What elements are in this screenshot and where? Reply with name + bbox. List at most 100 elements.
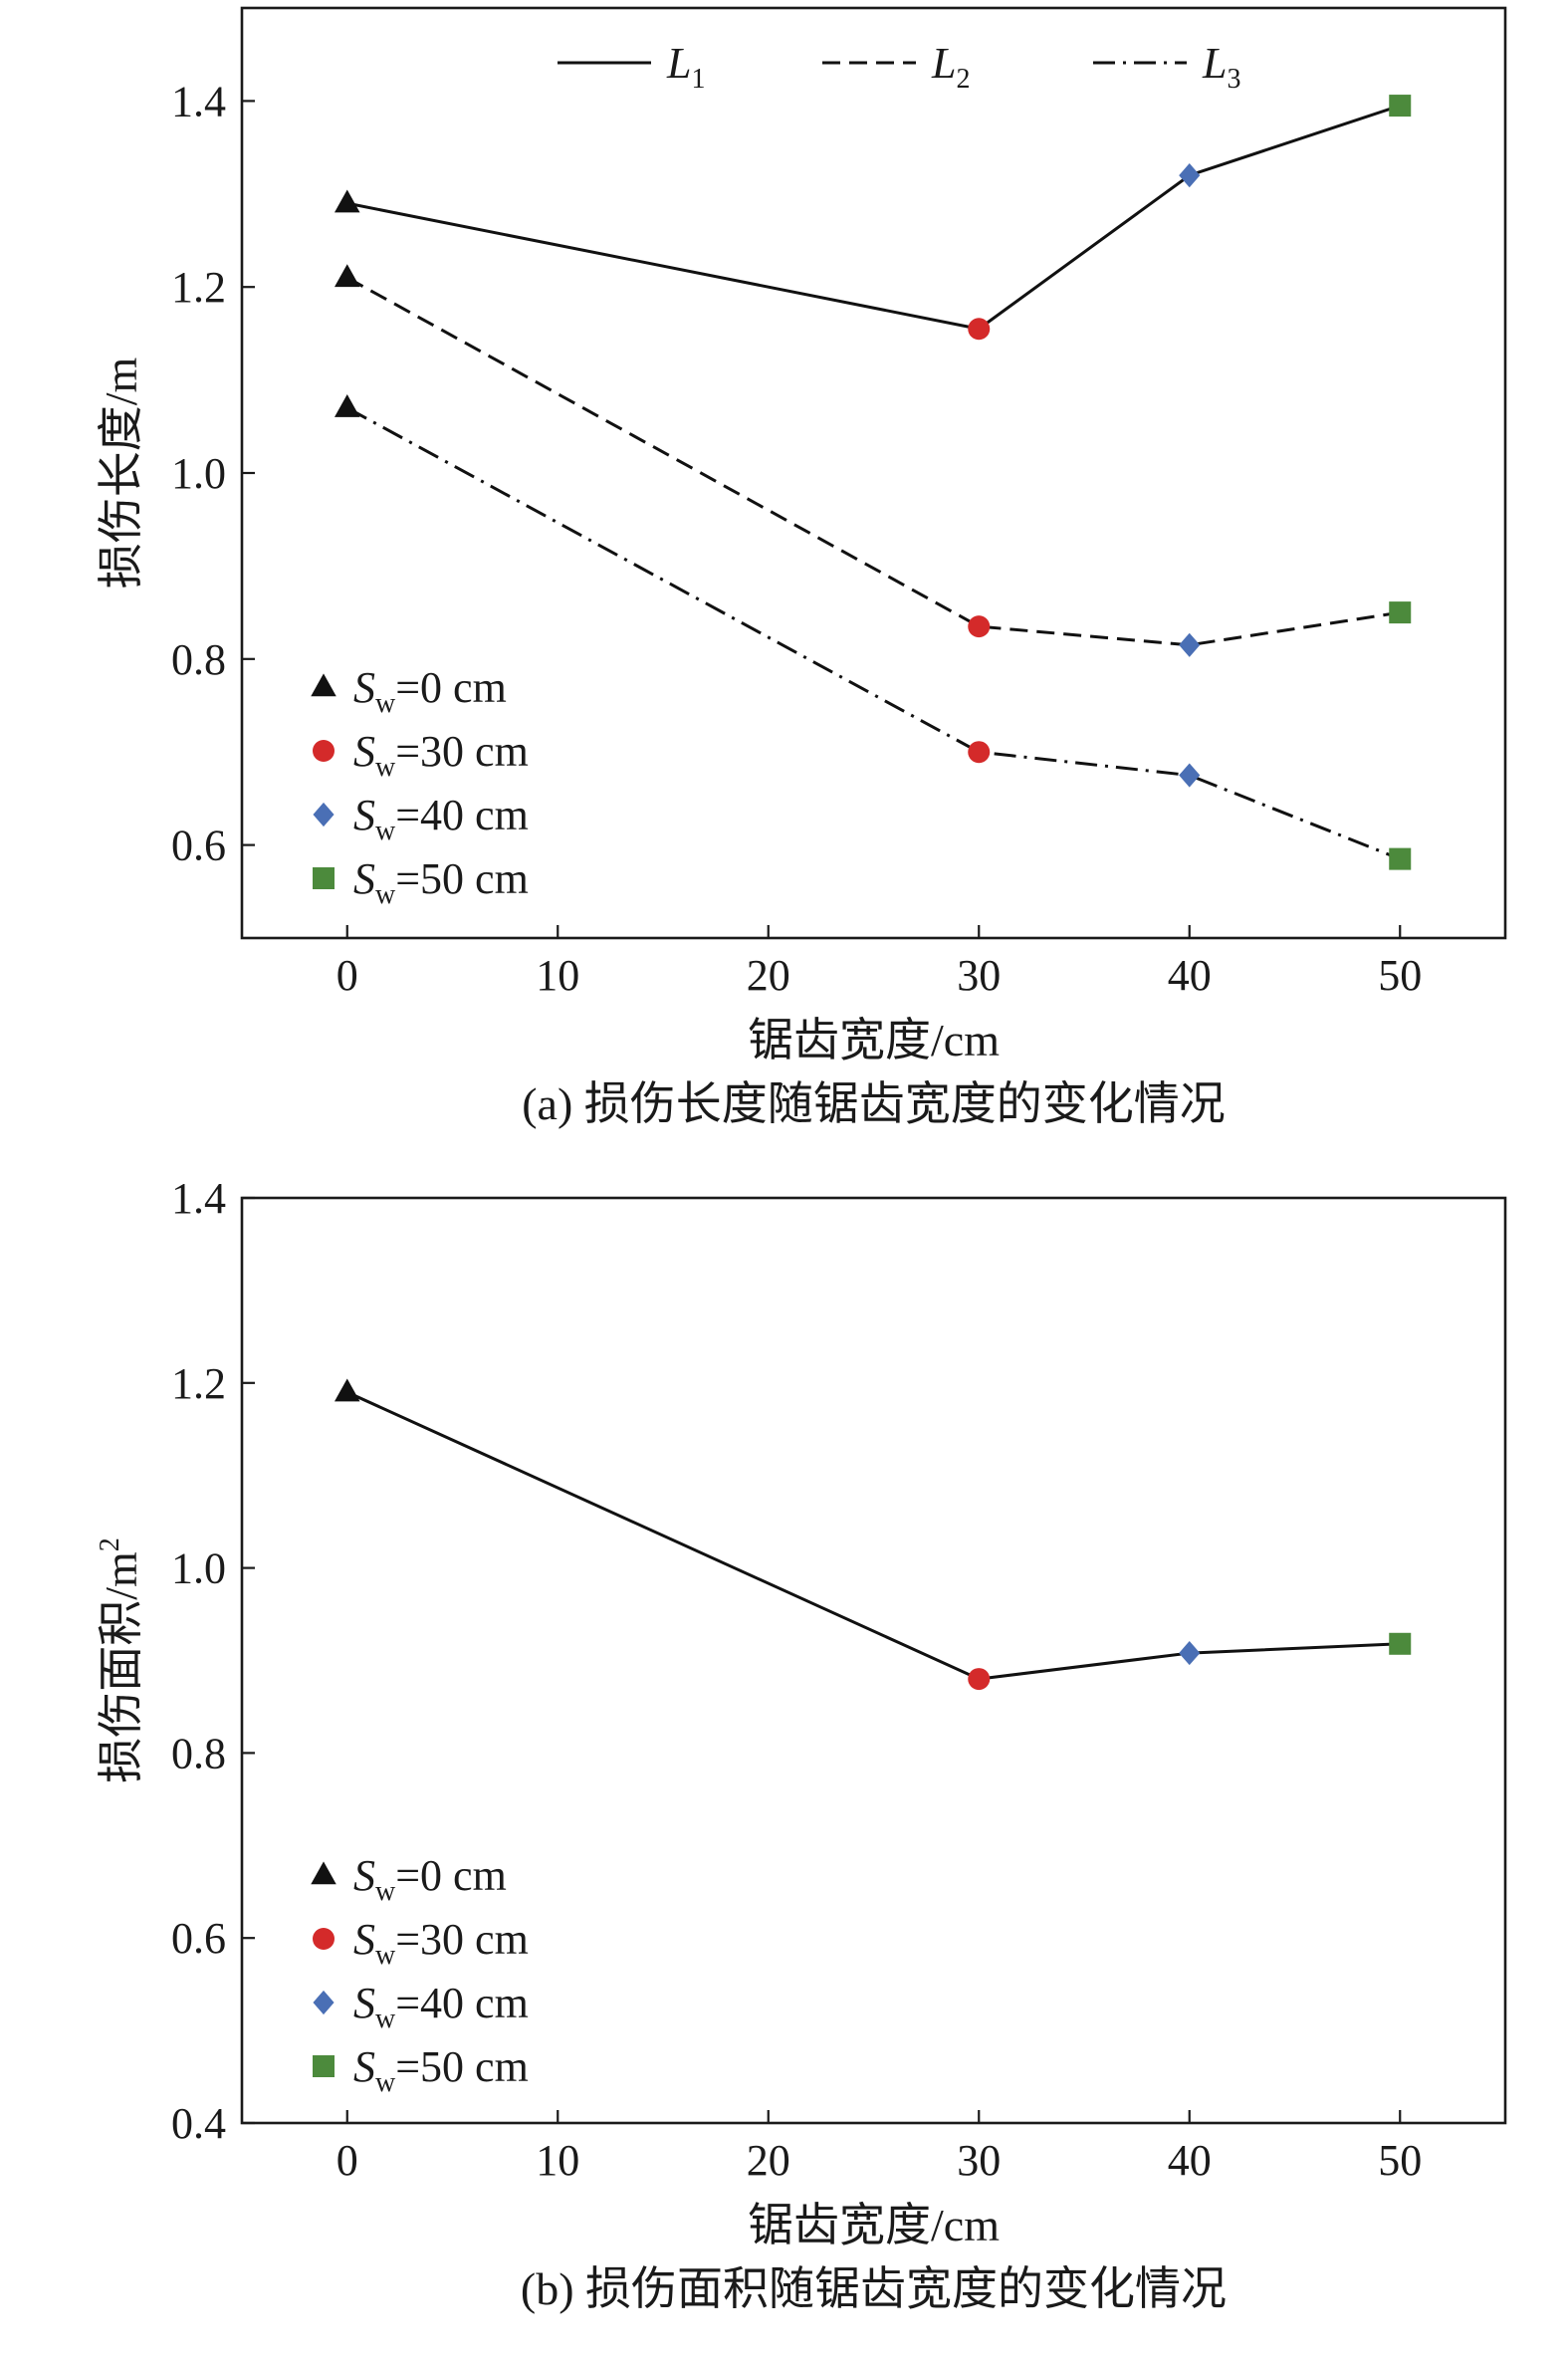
legend-var: S bbox=[353, 2042, 375, 2091]
legend-rest: =30 cm bbox=[395, 727, 529, 776]
x-tick-label: 40 bbox=[1168, 2136, 1212, 2185]
y-axis-label-superscript: 2 bbox=[95, 1537, 125, 1551]
legend-rest: =0 cm bbox=[395, 1851, 507, 1900]
legend-sub: w bbox=[375, 2067, 396, 2098]
legend-line-label-1: L1 bbox=[666, 39, 705, 95]
legend-line-name: L bbox=[666, 39, 691, 88]
legend-sub: w bbox=[375, 688, 396, 719]
legend-sub: w bbox=[375, 2004, 396, 2034]
legend-marker-label: Sw=30 cm bbox=[353, 727, 529, 783]
legend-sub: w bbox=[375, 816, 396, 846]
legend-line-subscript: 2 bbox=[956, 64, 970, 95]
data-point-square bbox=[1389, 601, 1412, 624]
legend-var: S bbox=[353, 727, 375, 776]
legend-sub: w bbox=[375, 879, 396, 910]
series-line-3 bbox=[346, 406, 1401, 861]
legend-marker-label: Sw=30 cm bbox=[353, 1915, 529, 1971]
legend-marker-label: Sw=40 cm bbox=[353, 791, 529, 846]
y-axis-label-text: 损伤长度/m bbox=[96, 357, 146, 590]
panel-b-line-chart: 0 10 20 30 40 50 0.4 0.6 0.8 1.0 1.2 1.4 锯齿宽度/cm 损伤面积… bbox=[95, 1174, 1507, 2314]
x-tick-label: 40 bbox=[1168, 951, 1212, 1000]
x-tick-label: 30 bbox=[957, 2136, 1001, 2185]
legend-line-subscript: 1 bbox=[691, 64, 705, 95]
data-point-triangle bbox=[334, 189, 360, 213]
series-line-2 bbox=[346, 276, 1401, 647]
y-tick-label: 0.6 bbox=[171, 822, 226, 870]
legend-rest: =40 cm bbox=[395, 791, 529, 839]
legend-line-subscript: 3 bbox=[1227, 64, 1240, 95]
series-line-1 bbox=[346, 1390, 1401, 1681]
y-tick-label: 1.4 bbox=[171, 1174, 226, 1223]
legend-sub: w bbox=[375, 1876, 396, 1907]
data-point-triangle bbox=[334, 1378, 360, 1402]
legend-var: S bbox=[353, 791, 375, 839]
data-point-circle bbox=[968, 318, 991, 341]
data-point-square bbox=[1389, 847, 1412, 870]
legend-marker-triangle bbox=[311, 1861, 336, 1885]
y-tick-label: 1.0 bbox=[171, 449, 226, 498]
y-tick-label: 0.8 bbox=[171, 635, 226, 684]
x-tick-label: 10 bbox=[536, 951, 579, 1000]
legend-marker-circle bbox=[313, 740, 335, 762]
data-point-diamond bbox=[1179, 763, 1201, 788]
legend-line-name: L bbox=[931, 39, 956, 88]
series-line-1 bbox=[346, 104, 1401, 331]
legend-sub: w bbox=[375, 1940, 396, 1971]
legend-rest: =40 cm bbox=[395, 1979, 529, 2027]
legend-var: S bbox=[353, 1979, 375, 2027]
data-point-diamond bbox=[1179, 163, 1201, 188]
x-tick-label: 20 bbox=[747, 951, 790, 1000]
y-tick-label: 1.4 bbox=[171, 77, 226, 125]
y-tick-label: 1.0 bbox=[171, 1544, 226, 1593]
x-tick-label: 0 bbox=[336, 2136, 358, 2185]
legend-line-label-2: L2 bbox=[931, 39, 970, 95]
data-point-triangle bbox=[334, 393, 360, 417]
legend-marker-label: Sw=0 cm bbox=[353, 663, 507, 719]
legend-marker-diamond bbox=[313, 1990, 335, 2015]
data-point-circle bbox=[968, 741, 991, 764]
legend-marker-diamond bbox=[313, 802, 335, 827]
data-point-circle bbox=[968, 1668, 991, 1691]
y-axis-label: 损伤面积/m2 bbox=[95, 1537, 146, 1783]
x-tick-label: 0 bbox=[336, 951, 358, 1000]
legend-marker-circle bbox=[313, 1928, 335, 1950]
legend-sub: w bbox=[375, 752, 396, 783]
data-point-square bbox=[1389, 95, 1412, 118]
y-tick-label: 0.8 bbox=[171, 1729, 226, 1777]
legend-line-name: L bbox=[1202, 39, 1227, 88]
legend-marker-triangle bbox=[311, 673, 336, 697]
data-point-square bbox=[1389, 1632, 1412, 1655]
figure-caption: (a) 损伤长度随锯齿宽度的变化情况 bbox=[522, 1078, 1226, 1129]
y-tick-label: 1.2 bbox=[171, 1359, 226, 1408]
data-point-diamond bbox=[1179, 632, 1201, 657]
y-axis-label: 损伤长度/m bbox=[96, 357, 146, 590]
x-tick-label: 30 bbox=[957, 951, 1001, 1000]
data-point-circle bbox=[968, 615, 991, 638]
plot-frame bbox=[240, 1196, 1507, 2125]
figure-caption: (b) 损伤面积随锯齿宽度的变化情况 bbox=[521, 2263, 1227, 2314]
legend-rest: =50 cm bbox=[395, 2042, 529, 2091]
legend-marker-label: Sw=40 cm bbox=[353, 1979, 529, 2034]
data-point-diamond bbox=[1179, 1640, 1201, 1666]
panel-a-line-chart: 0 10 20 30 40 50 0.6 0.8 1.0 1.2 1.4 锯齿宽度/cm 损伤长度/m (… bbox=[96, 6, 1507, 1129]
data-point-triangle bbox=[334, 264, 360, 288]
legend-rest: =30 cm bbox=[395, 1915, 529, 1964]
legend-marker-label: Sw=50 cm bbox=[353, 2042, 529, 2098]
legend-marker-label: Sw=0 cm bbox=[353, 1851, 507, 1907]
y-axis-label-text: 损伤面积/m bbox=[96, 1551, 146, 1783]
legend-line-label-3: L3 bbox=[1202, 39, 1240, 95]
x-axis-label: 锯齿宽度/cm bbox=[748, 2200, 1000, 2250]
legend-var: S bbox=[353, 663, 375, 712]
legend-rest: =50 cm bbox=[395, 854, 529, 903]
x-tick-label: 20 bbox=[747, 2136, 790, 2185]
legend-var: S bbox=[353, 1915, 375, 1964]
x-tick-label: 50 bbox=[1378, 2136, 1422, 2185]
y-tick-label: 1.2 bbox=[171, 263, 226, 312]
legend-marker-square bbox=[313, 867, 335, 889]
x-axis-label: 锯齿宽度/cm bbox=[748, 1015, 1000, 1065]
x-tick-label: 50 bbox=[1378, 951, 1422, 1000]
legend-var: S bbox=[353, 854, 375, 903]
legend-rest: =0 cm bbox=[395, 663, 507, 712]
legend-marker-label: Sw=50 cm bbox=[353, 854, 529, 910]
